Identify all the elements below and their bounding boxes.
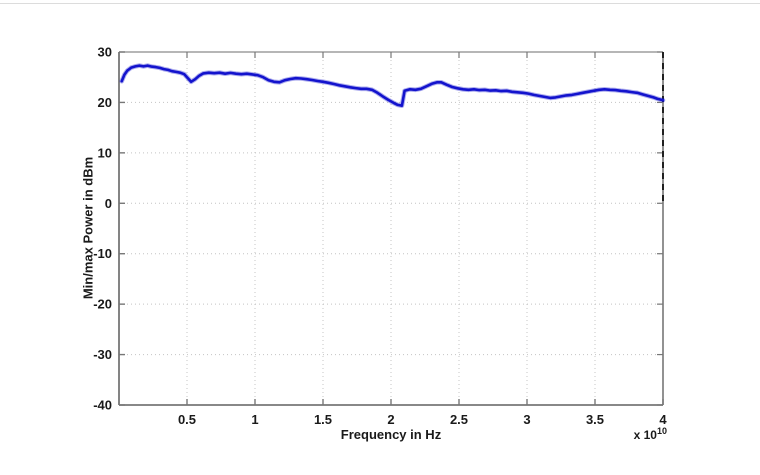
y-axis-title: Min/max Power in dBm [80,156,96,300]
page-top-divider [0,3,760,4]
y-tick-label: -10 [93,246,112,261]
power-trace-line [120,64,665,107]
x-tick-label: 1 [251,412,258,427]
y-tick-label: 0 [105,196,112,211]
y-tick-label: 30 [98,45,112,60]
x-axis-title: Frequency in Hz [340,427,442,442]
y-tick-label: 20 [98,95,112,110]
x-tick-label: 3.5 [586,412,604,427]
x-tick-label: 0.5 [178,412,196,427]
x-tick-label: 1.5 [314,412,332,427]
x-tick-label: 3 [523,412,530,427]
x-tick-label: 2.5 [450,412,468,427]
x-tick-label: 4 [659,412,667,427]
exponent-value: 10 [656,426,667,436]
y-tick-label: -40 [93,398,112,413]
gridlines [119,52,663,405]
y-tick-label: 10 [98,145,112,160]
y-tick-label: -30 [93,347,112,362]
exponent-prefix: x 10 [633,428,657,442]
tick-labels: 0.5 1 1.5 2 2.5 3 3.5 4 30 20 10 0 -10 -20 -30 -40 [93,45,667,428]
y-tick-label: -20 [93,297,112,312]
x-tick-label: 2 [387,412,394,427]
power-trace-halo [119,63,666,108]
x-axis-exponent-label: x 1010 [634,426,667,442]
